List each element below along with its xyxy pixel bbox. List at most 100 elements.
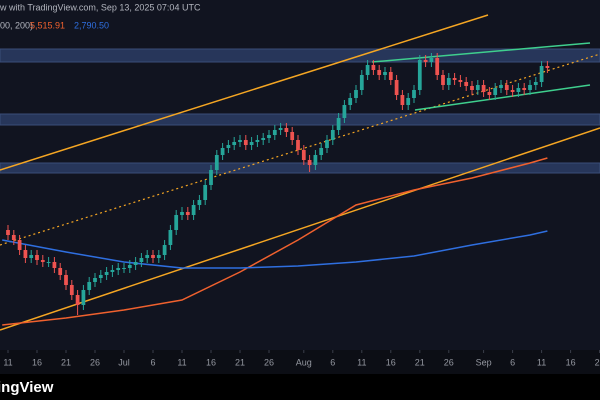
candle-body <box>325 140 329 148</box>
candle-body <box>400 95 405 105</box>
candle-body <box>226 145 231 148</box>
candle-body <box>249 142 254 145</box>
x-tick-label: 16 <box>566 357 576 367</box>
candle-body <box>330 130 335 140</box>
x-axis: 11 16 21 26 Jul 6 11 16 21 26 Aug 6 11 16 21 26 Sep 6 11 16… <box>3 350 600 367</box>
candle-body <box>493 88 498 95</box>
x-tick-label: 21 <box>61 357 71 367</box>
candle-body <box>127 265 132 268</box>
candle-body <box>87 282 92 290</box>
x-tick-label: Aug <box>296 357 312 367</box>
candle-body <box>23 250 28 258</box>
candle-body <box>539 66 544 82</box>
candle-body <box>35 255 39 260</box>
candle-body <box>156 255 161 258</box>
x-tick-label: 16 <box>206 357 216 367</box>
candle-body <box>412 90 416 98</box>
candle-body <box>214 155 219 170</box>
candle-body <box>209 170 213 185</box>
candle-body <box>180 212 184 215</box>
support-zone <box>0 113 600 126</box>
candle-body <box>458 80 463 82</box>
candle-body <box>406 98 411 105</box>
candle-body <box>296 140 300 150</box>
candle-body <box>371 65 376 70</box>
x-tick-label: 21 <box>415 357 425 367</box>
candle-body <box>238 140 242 142</box>
candle-body <box>46 262 51 263</box>
candle-body <box>232 142 237 145</box>
x-tick-label: 16 <box>32 357 42 367</box>
candle-body <box>301 150 306 160</box>
candle-body <box>255 140 260 142</box>
candle-body <box>203 185 208 200</box>
candle-body <box>522 88 527 90</box>
candle-body <box>122 268 126 269</box>
candle-body <box>365 65 370 75</box>
candle-body <box>377 70 382 75</box>
candle-body <box>504 85 509 90</box>
candle-body <box>110 270 115 272</box>
x-tick-label: 11 <box>357 357 366 367</box>
footer-background <box>0 374 600 400</box>
candle-body <box>162 245 167 255</box>
moving-average <box>2 230 548 269</box>
x-tick-label: 6 <box>510 357 515 367</box>
wedge-lower <box>414 84 591 111</box>
candle-body <box>168 230 173 245</box>
zones <box>0 48 600 174</box>
candle-body <box>510 90 515 92</box>
candle-body <box>64 275 68 285</box>
candle-body <box>151 255 155 258</box>
x-tick-label: 26 <box>264 357 274 367</box>
candle-body <box>388 72 393 80</box>
axis-background <box>0 350 600 374</box>
candle-body <box>383 72 387 75</box>
resistance-zone <box>0 48 600 63</box>
candle-body <box>98 275 103 278</box>
candle-body <box>354 90 358 98</box>
candle-body <box>69 285 74 295</box>
candle-body <box>452 78 457 80</box>
x-tick-label: Sep <box>476 357 492 367</box>
candle-body <box>116 268 121 270</box>
x-tick-label: 26 <box>444 357 454 367</box>
candle-body <box>58 268 63 275</box>
candle-body <box>139 258 144 262</box>
x-tick-label: 6 <box>150 357 155 367</box>
candle-body <box>464 82 469 86</box>
candle-body <box>516 88 521 92</box>
x-tick-label: 11 <box>537 357 546 367</box>
indicator-text: 00, 200) <box>0 20 33 30</box>
candle-body <box>429 58 434 62</box>
channel-lower <box>0 127 600 331</box>
moving-averages <box>2 157 548 326</box>
candle-body <box>394 80 399 95</box>
ma-value: 5,515.91 <box>30 20 65 30</box>
candle-body <box>545 66 550 68</box>
candle-body <box>267 135 271 138</box>
candle-body <box>133 262 138 265</box>
candle-body <box>348 98 353 105</box>
x-tick-label: 11 <box>177 357 186 367</box>
candle-body <box>81 290 86 305</box>
x-tick-label: 21 <box>595 357 600 367</box>
candle-body <box>307 160 312 165</box>
candle-body <box>435 58 440 75</box>
candle-body <box>441 75 445 85</box>
candle-body <box>29 255 34 258</box>
x-tick-label: 16 <box>386 357 396 367</box>
candle-body <box>342 105 347 118</box>
candle-body <box>174 215 179 230</box>
source-text: w with TradingView.com, Sep 13, 2025 07:… <box>0 2 201 12</box>
candle-body <box>185 212 190 215</box>
candle-body <box>336 118 341 130</box>
candle-body <box>6 230 10 235</box>
candle-body <box>278 128 283 130</box>
candle-body <box>220 148 225 155</box>
candle-body <box>487 92 492 95</box>
candle-body <box>417 60 422 90</box>
channel-upper <box>0 14 489 171</box>
